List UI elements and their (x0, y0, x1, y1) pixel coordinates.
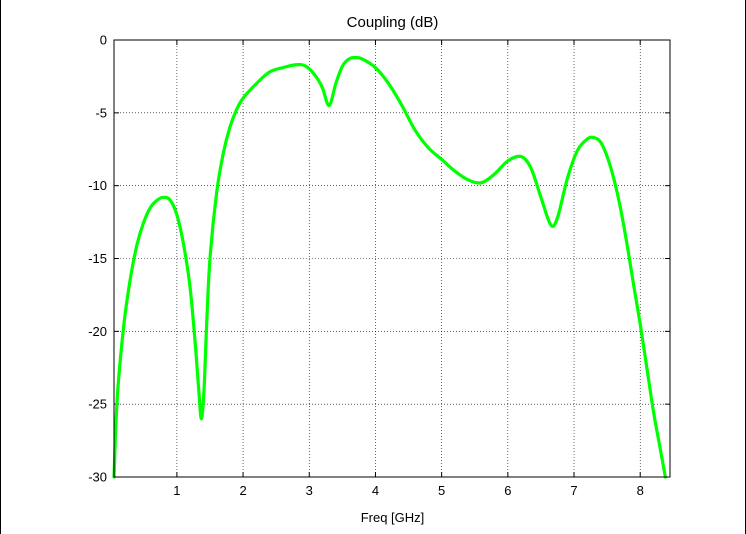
chart-title: Coupling (dB) (347, 14, 439, 31)
y-tick-label: -30 (88, 470, 107, 485)
x-tick-label: 8 (637, 483, 644, 498)
axis-ticks (114, 39, 670, 478)
x-tick-label: 1 (173, 483, 180, 498)
y-tick-label: 0 (100, 33, 107, 48)
x-tick-label: 5 (438, 483, 445, 498)
plot-area-border (113, 39, 671, 478)
x-tick-label: 4 (372, 483, 379, 498)
y-tick-label: -25 (88, 397, 107, 412)
y-tick-label: -15 (88, 251, 107, 266)
y-tick-label: -10 (88, 178, 107, 193)
x-tick-label: 3 (306, 483, 313, 498)
x-tick-label: 2 (239, 483, 246, 498)
tick-labels: 1 2 3 4 5 6 7 8 0 -5 -10 -15 -20 -25 -30 (88, 33, 644, 499)
x-tick-label: 6 (504, 483, 511, 498)
coupling-series-line (112, 55, 667, 479)
y-tick-label: -20 (88, 324, 107, 339)
x-tick-label: 7 (570, 483, 577, 498)
y-tick-label: -5 (95, 105, 107, 120)
grid-lines (114, 39, 670, 478)
x-axis-title: Freq [GHz] (361, 510, 425, 525)
